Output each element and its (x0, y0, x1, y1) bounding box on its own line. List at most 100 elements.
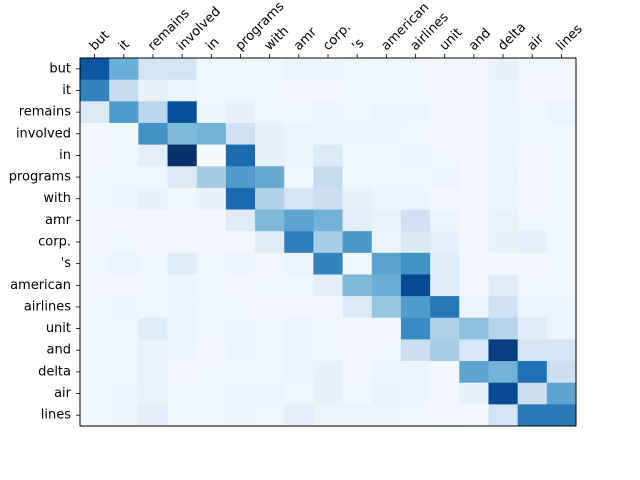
heatmap-cell (546, 274, 577, 297)
heatmap-cell (284, 209, 314, 232)
heatmap-cell (167, 252, 198, 275)
heatmap-cell (196, 361, 227, 384)
heatmap-cell (546, 101, 577, 124)
heatmap-cell (109, 122, 139, 145)
heatmap-cell (167, 144, 198, 167)
heatmap-cell (459, 339, 489, 362)
heatmap-cell (342, 274, 373, 297)
heatmap-cell (255, 404, 285, 427)
heatmap-cell (546, 339, 577, 362)
heatmap-cell (488, 296, 519, 319)
heatmap-cell (284, 361, 314, 384)
heatmap-cell (138, 144, 168, 167)
heatmap-cell (430, 274, 460, 297)
heatmap-cell (371, 209, 402, 232)
heatmap-cell (80, 317, 110, 340)
heatmap-cell (400, 361, 431, 384)
heatmap-cell (167, 209, 198, 232)
heatmap-cell (371, 382, 402, 405)
heatmap-cell (400, 317, 431, 340)
heatmap-cell (546, 209, 577, 232)
heatmap-cell (138, 339, 168, 362)
heatmap-cell (342, 382, 373, 405)
heatmap-cell (255, 382, 285, 405)
heatmap-cell (430, 404, 460, 427)
heatmap-cell (196, 296, 227, 319)
heatmap-cell (313, 144, 343, 167)
heatmap-cell (196, 166, 227, 189)
heatmap-cell (167, 101, 198, 124)
y-tick-label: 's (61, 256, 72, 271)
heatmap-cell (546, 252, 577, 275)
heatmap-cell (138, 317, 168, 340)
heatmap-cell (138, 252, 168, 275)
heatmap-cell (225, 231, 256, 254)
heatmap-cell (138, 79, 168, 102)
heatmap-cell (342, 317, 373, 340)
heatmap-cell (167, 58, 198, 81)
heatmap-cell (196, 252, 227, 275)
heatmap-cell (109, 166, 139, 189)
heatmap-cell (109, 101, 139, 124)
heatmap-cell (371, 166, 402, 189)
heatmap-cell (80, 144, 110, 167)
heatmap-cell (196, 58, 227, 81)
heatmap-cell (109, 339, 139, 362)
y-tick-label: with (43, 191, 71, 206)
heatmap-cell (196, 339, 227, 362)
heatmap-cell (342, 209, 373, 232)
heatmap-cell (284, 122, 314, 145)
heatmap-cell (196, 382, 227, 405)
heatmap-cell (400, 296, 431, 319)
heatmap-cell (80, 296, 110, 319)
heatmap-cell (225, 58, 256, 81)
heatmap-cell (167, 79, 198, 102)
heatmap-cell (109, 296, 139, 319)
heatmap-cell (109, 79, 139, 102)
heatmap-cell (342, 252, 373, 275)
heatmap-cell (517, 144, 548, 167)
heatmap-cell (138, 382, 168, 405)
heatmap-cell (313, 382, 343, 405)
heatmap-cell (80, 122, 110, 145)
heatmap-cell (488, 382, 519, 405)
heatmap-cell (80, 166, 110, 189)
heatmap-cell (488, 101, 519, 124)
heatmap-cell (80, 187, 110, 210)
heatmap-cell (255, 209, 285, 232)
heatmap-cell (196, 274, 227, 297)
heatmap-cell (546, 144, 577, 167)
heatmap-cell (459, 317, 489, 340)
heatmap-cell (225, 252, 256, 275)
y-tick-label: air (54, 386, 72, 401)
heatmap-cell (459, 252, 489, 275)
heatmap-cell (488, 339, 519, 362)
heatmap-cell (138, 231, 168, 254)
heatmap-cell (196, 404, 227, 427)
heatmap-cell (313, 79, 343, 102)
heatmap-cell (284, 317, 314, 340)
heatmap-cell (517, 382, 548, 405)
heatmap-cell (313, 274, 343, 297)
heatmap-cell (196, 187, 227, 210)
y-tick-label: but (49, 61, 71, 76)
heatmap-cell (517, 339, 548, 362)
heatmap-cell (371, 252, 402, 275)
y-tick-label: american (10, 278, 71, 293)
heatmap-cell (459, 274, 489, 297)
heatmap-cell (546, 231, 577, 254)
heatmap-cell (342, 339, 373, 362)
heatmap-cell (400, 274, 431, 297)
heatmap-cell (284, 144, 314, 167)
heatmap-cell (313, 404, 343, 427)
heatmap-cell (488, 166, 519, 189)
heatmap-cell (225, 209, 256, 232)
heatmap-cell (80, 58, 110, 81)
heatmap-cell (488, 122, 519, 145)
heatmap-cell (196, 79, 227, 102)
heatmap-cell (255, 101, 285, 124)
heatmap-cell (546, 166, 577, 189)
heatmap-cell (546, 58, 577, 81)
heatmap-cell (138, 361, 168, 384)
heatmap-cell (167, 339, 198, 362)
